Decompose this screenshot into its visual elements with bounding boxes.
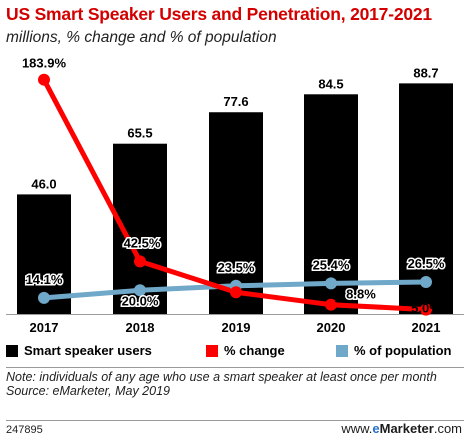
- brand-prefix: www.: [341, 421, 373, 436]
- population-point: [134, 284, 146, 297]
- brand-suffix: .com: [433, 421, 462, 436]
- legend-label-population: % of population: [354, 343, 452, 358]
- population-data-label: 26.5%: [408, 256, 445, 271]
- change-point: [325, 298, 337, 311]
- divider-bottom: [6, 420, 464, 421]
- change-data-label: 8.8%: [346, 287, 376, 302]
- legend-item-population: % of population: [336, 343, 451, 358]
- brand-e: e: [372, 421, 380, 436]
- population-point: [38, 291, 50, 304]
- combo-chart: 46.0 65.5 77.6 84.5 88.7 2017 2018 2019 2020 2021…: [6, 56, 464, 335]
- chart-subtitle: millions, % change and % of population: [6, 29, 277, 46]
- legend-swatch-population: [336, 344, 348, 357]
- footnote: Note: individuals of any age who use a s…: [6, 370, 461, 398]
- population-data-label: 20.0%: [122, 293, 159, 308]
- x-tick-label: 2021: [412, 320, 441, 335]
- x-tick-label: 2019: [222, 320, 251, 335]
- bar-value-label: 65.5: [127, 126, 152, 141]
- change-data-label: 5.0%: [411, 301, 441, 316]
- chart-id: 247895: [6, 424, 43, 436]
- bar-value-label: 46.0: [31, 176, 56, 191]
- legend-swatch-users: [6, 344, 18, 357]
- source-text: Source: eMarketer, May 2019: [6, 383, 170, 398]
- change-point: [134, 255, 146, 268]
- bar-value-label: 88.7: [413, 65, 438, 80]
- change-point: [420, 303, 432, 316]
- change-data-label: 42.5%: [124, 235, 161, 250]
- x-tick-label: 2020: [317, 320, 346, 335]
- legend-item-change: % change: [206, 343, 285, 358]
- legend-label-users: Smart speaker users: [24, 343, 152, 358]
- legend-swatch-change: [206, 344, 218, 357]
- population-point: [420, 275, 432, 288]
- x-tick-label: 2018: [126, 320, 155, 335]
- chart-title: US Smart Speaker Users and Penetration, …: [6, 4, 432, 24]
- change-point: [230, 286, 242, 299]
- x-tick-label: 2017: [30, 320, 59, 335]
- brand-name: Marketer: [379, 421, 434, 436]
- change-data-label: 18.5%: [218, 299, 255, 314]
- divider-top: [6, 367, 464, 368]
- bar-value-label: 84.5: [318, 76, 343, 91]
- population-point: [325, 277, 337, 290]
- bar-value-label: 77.6: [223, 94, 248, 109]
- legend-label-change: % change: [224, 343, 285, 358]
- change-point: [38, 73, 50, 86]
- legend: Smart speaker users % change % of popula…: [6, 343, 466, 363]
- bar: [399, 83, 453, 314]
- population-data-label: 25.4%: [313, 257, 350, 272]
- note-text: Note: individuals of any age who use a s…: [6, 370, 437, 384]
- population-data-label: 23.5%: [218, 260, 255, 275]
- population-data-label: 14.1%: [26, 272, 63, 287]
- leader-line: [334, 294, 354, 303]
- change-data-label: 183.9%: [22, 56, 67, 71]
- legend-item-users: Smart speaker users: [6, 343, 152, 358]
- brand-logo[interactable]: www.eMarketer.com: [341, 421, 462, 436]
